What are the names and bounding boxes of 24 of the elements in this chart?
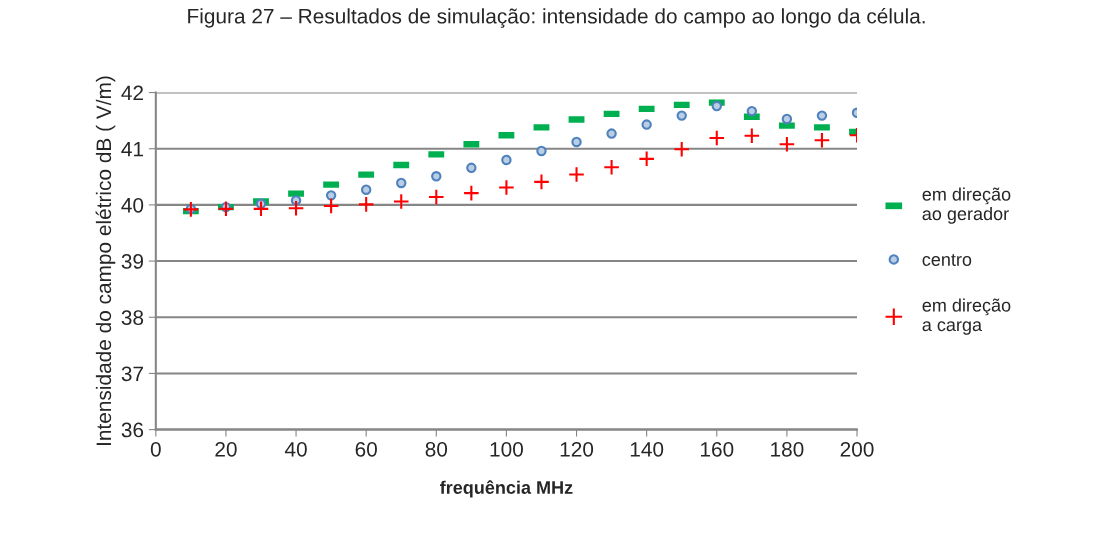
- y-tick-label: 38: [121, 310, 144, 326]
- x-tick-label: 80: [425, 441, 448, 457]
- y-tick-label: 41: [121, 141, 143, 157]
- legend-label: em direção ao gerador: [922, 187, 1011, 224]
- y-tick-label: 40: [121, 197, 144, 213]
- x-tick-label: 40: [284, 441, 307, 457]
- y-axis-title: Intensidade do campo elétrico dB ( V/m): [95, 76, 116, 445]
- x-tick-label: 160: [700, 441, 734, 457]
- x-tick-label: 20: [215, 441, 237, 457]
- x-tick-label: 60: [355, 441, 377, 457]
- x-tick-label: 0: [150, 441, 161, 457]
- x-tick-label: 140: [630, 441, 664, 457]
- x-tick-label: 120: [560, 441, 594, 457]
- x-tick-label: 100: [490, 441, 523, 457]
- legend-label: centro: [922, 254, 972, 266]
- x-tick-label: 180: [771, 441, 804, 457]
- legend-label: em direção a carga: [922, 298, 1011, 335]
- y-tick-label: 37: [121, 366, 143, 382]
- x-axis-title: frequência MHz: [440, 480, 573, 498]
- y-tick-label: 39: [121, 254, 144, 269]
- y-tick-label: 36: [121, 422, 144, 438]
- chart-title: Figura 27 – Resultados de simulação: intensidade do campo ao longo da célula.: [188, 8, 925, 28]
- y-tick-label: 42: [121, 85, 143, 101]
- x-tick-label: 200: [840, 441, 874, 457]
